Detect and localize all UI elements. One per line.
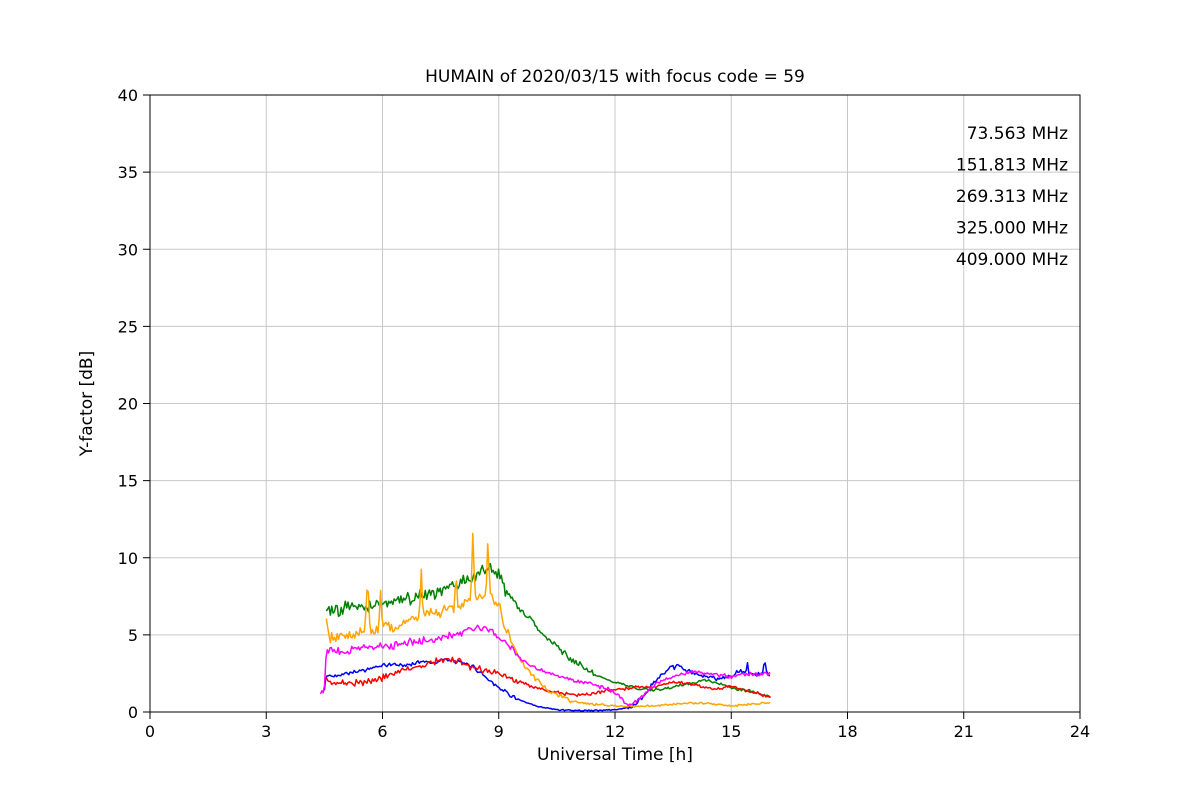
x-tick-label: 18 — [837, 722, 857, 741]
grid — [149, 94, 1081, 713]
y-tick-label: 15 — [118, 472, 138, 491]
series-line-409-000-mhz — [319, 624, 771, 707]
series-line-73-563-mhz — [323, 658, 771, 712]
legend-entry: 409.000 MHz — [956, 250, 1068, 270]
legend-entry: 73.563 MHz — [967, 124, 1068, 144]
legend-entry: 269.313 MHz — [956, 187, 1068, 207]
series-line-325-000-mhz — [325, 532, 771, 709]
x-tick-label: 24 — [1070, 722, 1090, 741]
x-tick-label: 15 — [721, 722, 741, 741]
y-tick-label: 0 — [128, 703, 138, 722]
x-tick-label: 6 — [377, 722, 387, 741]
y-tick-label: 35 — [118, 163, 138, 182]
x-tick-label: 21 — [954, 722, 974, 741]
x-tick-label: 12 — [605, 722, 625, 741]
ticks: 0 3 6 9 12 15 18 21 24 0 5 10 15 20 25 30 35 40 — [118, 86, 1091, 741]
x-axis-label: Universal Time [h] — [537, 745, 693, 765]
series-group — [319, 532, 771, 712]
x-tick-label: 0 — [145, 722, 155, 741]
legend-entry: 325.000 MHz — [956, 219, 1068, 239]
y-tick-label: 10 — [118, 549, 138, 568]
y-tick-label: 40 — [118, 86, 138, 105]
chart-title: HUMAIN of 2020/03/15 with focus code = 5… — [425, 67, 805, 87]
legend-entry: 151.813 MHz — [956, 156, 1068, 176]
y-tick-label: 20 — [118, 395, 138, 414]
x-tick-label: 3 — [261, 722, 271, 741]
x-tick-label: 9 — [494, 722, 504, 741]
series-line-151-813-mhz — [325, 562, 771, 698]
y-tick-label: 5 — [128, 626, 138, 645]
y-tick-label: 30 — [118, 240, 138, 259]
legend: 73.563 MHz 151.813 MHz 269.313 MHz 325.000 … — [956, 124, 1068, 270]
y-tick-label: 25 — [118, 317, 138, 336]
y-axis-label: Y-factor [dB] — [77, 351, 97, 457]
